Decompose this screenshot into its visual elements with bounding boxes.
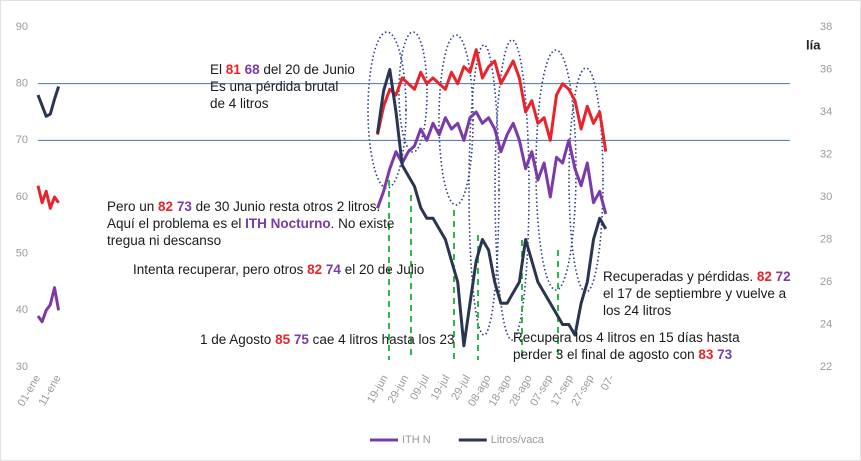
annotation-part: cae 4 litros hasta los 23 — [309, 332, 455, 347]
y-tick-label: 30 — [16, 361, 28, 373]
annotation-part: 73 — [177, 199, 193, 214]
annotation-part: el 17 de septiembre y vuelve a — [603, 286, 787, 301]
annotation: Aquí el problema es el ITH Nocturno. No … — [107, 216, 394, 231]
series-line — [36, 68, 608, 348]
highlight-ellipses — [367, 31, 604, 341]
annotation-part: 74 — [326, 262, 342, 277]
annotation: Es una pérdida brutal — [210, 79, 338, 94]
annotation-part: Recupera los 4 litros en 15 días hasta — [513, 330, 740, 345]
annotation-part: 72 — [776, 269, 791, 284]
annotation-part: Aquí el problema es el — [107, 216, 245, 231]
annotation-part: de 30 Junio resta otros 2 litros. — [192, 199, 380, 214]
annotation: El 81 68 del 20 de Junio — [210, 62, 355, 77]
y-tick-label: 80 — [16, 78, 28, 90]
annotation-part: 73 — [717, 347, 733, 362]
annotation: tregua ni descanso — [107, 233, 221, 248]
annotation-part: 68 — [245, 62, 261, 77]
corner-text: lía — [806, 37, 821, 52]
y-tick-label: 40 — [16, 304, 28, 316]
annotation: Recuperadas y pérdidas. 82 72 — [603, 269, 791, 284]
annotation-part: del 20 de Junio — [260, 62, 355, 77]
annotation: el 17 de septiembre y vuelve a — [603, 286, 787, 301]
y2-tick-label: 28 — [820, 233, 832, 245]
y2-tick-label: 30 — [820, 191, 832, 203]
y-tick-label: 90 — [16, 21, 28, 33]
annotation-part: 82 — [757, 269, 772, 284]
y-tick-label: 60 — [16, 191, 28, 203]
annotation-part: El — [210, 62, 226, 77]
annotation-part: 75 — [294, 332, 310, 347]
y2-tick-label: 26 — [820, 276, 832, 288]
annotation-part: ITH Nocturno — [245, 216, 331, 231]
y2-tick-label: 34 — [820, 106, 832, 118]
y-tick-label: 50 — [16, 248, 28, 260]
annotation: Pero un 82 73 de 30 Junio resta otros 2 … — [107, 199, 380, 214]
y-tick-label: 70 — [16, 134, 28, 146]
annotation-part: de 4 litros — [210, 96, 269, 111]
annotation-part: 82 — [307, 262, 322, 277]
legend-label: Litros/vaca — [491, 434, 545, 446]
y2-tick-label: 36 — [820, 63, 832, 75]
annotation-part: 82 — [158, 199, 173, 214]
annotation: perder 3 el final de agosto con 83 73 — [513, 347, 733, 362]
annotation-part: 85 — [275, 332, 291, 347]
annotation-part: 81 — [226, 62, 242, 77]
event-markers — [388, 180, 559, 360]
annotation: Intenta recuperar, pero otros 82 74 el 2… — [133, 262, 424, 277]
y2-tick-label: 38 — [820, 21, 832, 33]
annotation-part: Pero un — [107, 199, 158, 214]
y2-tick-label: 22 — [820, 361, 832, 373]
annotation-part: los 24 litros — [603, 303, 672, 318]
series-line — [36, 110, 608, 324]
annotation: Recupera los 4 litros en 15 días hasta — [513, 330, 740, 345]
annotation-part: perder 3 el final de agosto con — [513, 347, 698, 362]
series-line — [36, 48, 608, 210]
legend-label: ITH N — [402, 434, 431, 446]
annotation-part: . No existe — [331, 216, 395, 231]
annotation-part: tregua ni descanso — [107, 233, 221, 248]
y2-tick-label: 24 — [820, 318, 832, 330]
annotation-part: 83 — [698, 347, 714, 362]
annotation: 1 de Agosto 85 75 cae 4 litros hasta los… — [200, 332, 454, 347]
annotation-part: 1 de Agosto — [200, 332, 275, 347]
annotation-part: Recuperadas y pérdidas. — [603, 269, 757, 284]
annotation-part: el 20 de Julio — [341, 262, 424, 277]
annotation-part: Es una pérdida brutal — [210, 79, 338, 94]
y2-tick-label: 32 — [820, 148, 832, 160]
annotation-part: Intenta recuperar, pero otros — [133, 262, 307, 277]
annotation: de 4 litros — [210, 96, 269, 111]
annotation: los 24 litros — [603, 303, 672, 318]
